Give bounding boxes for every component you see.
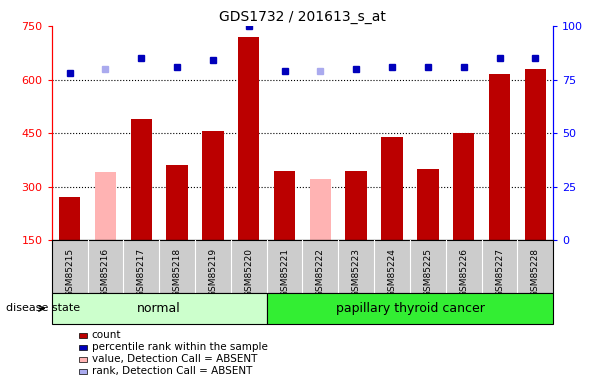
Bar: [52, 240, 553, 292]
Bar: [202, 131, 224, 240]
Bar: [167, 165, 188, 240]
Text: GSM85216: GSM85216: [101, 248, 110, 297]
Text: GSM85223: GSM85223: [351, 248, 361, 297]
Text: value, Detection Call = ABSENT: value, Detection Call = ABSENT: [92, 354, 257, 364]
Text: GSM85226: GSM85226: [459, 248, 468, 297]
Bar: [381, 137, 402, 240]
Text: GSM85215: GSM85215: [65, 248, 74, 297]
Text: GSM85222: GSM85222: [316, 248, 325, 297]
Text: rank, Detection Call = ABSENT: rank, Detection Call = ABSENT: [92, 366, 252, 375]
Bar: [489, 74, 510, 240]
Bar: [95, 172, 116, 240]
Bar: [309, 180, 331, 240]
Text: GSM85224: GSM85224: [387, 248, 396, 297]
Title: GDS1732 / 201613_s_at: GDS1732 / 201613_s_at: [219, 10, 386, 24]
Bar: [267, 292, 553, 324]
Text: GSM85217: GSM85217: [137, 248, 146, 297]
Bar: [59, 197, 80, 240]
Bar: [453, 133, 474, 240]
Text: GSM85220: GSM85220: [244, 248, 254, 297]
Text: GSM85227: GSM85227: [495, 248, 504, 297]
Text: GSM85228: GSM85228: [531, 248, 540, 297]
Bar: [238, 37, 260, 240]
Text: percentile rank within the sample: percentile rank within the sample: [92, 342, 268, 352]
Bar: [417, 169, 438, 240]
Bar: [131, 119, 152, 240]
Text: disease state: disease state: [6, 303, 80, 313]
Bar: [52, 292, 267, 324]
Text: GSM85218: GSM85218: [173, 248, 182, 297]
Bar: [525, 69, 546, 240]
Text: papillary thyroid cancer: papillary thyroid cancer: [336, 302, 485, 315]
Text: GSM85221: GSM85221: [280, 248, 289, 297]
Text: normal: normal: [137, 302, 181, 315]
Text: GSM85225: GSM85225: [423, 248, 432, 297]
Bar: [345, 171, 367, 240]
Bar: [274, 171, 295, 240]
Text: count: count: [92, 330, 122, 340]
Text: GSM85219: GSM85219: [209, 248, 218, 297]
